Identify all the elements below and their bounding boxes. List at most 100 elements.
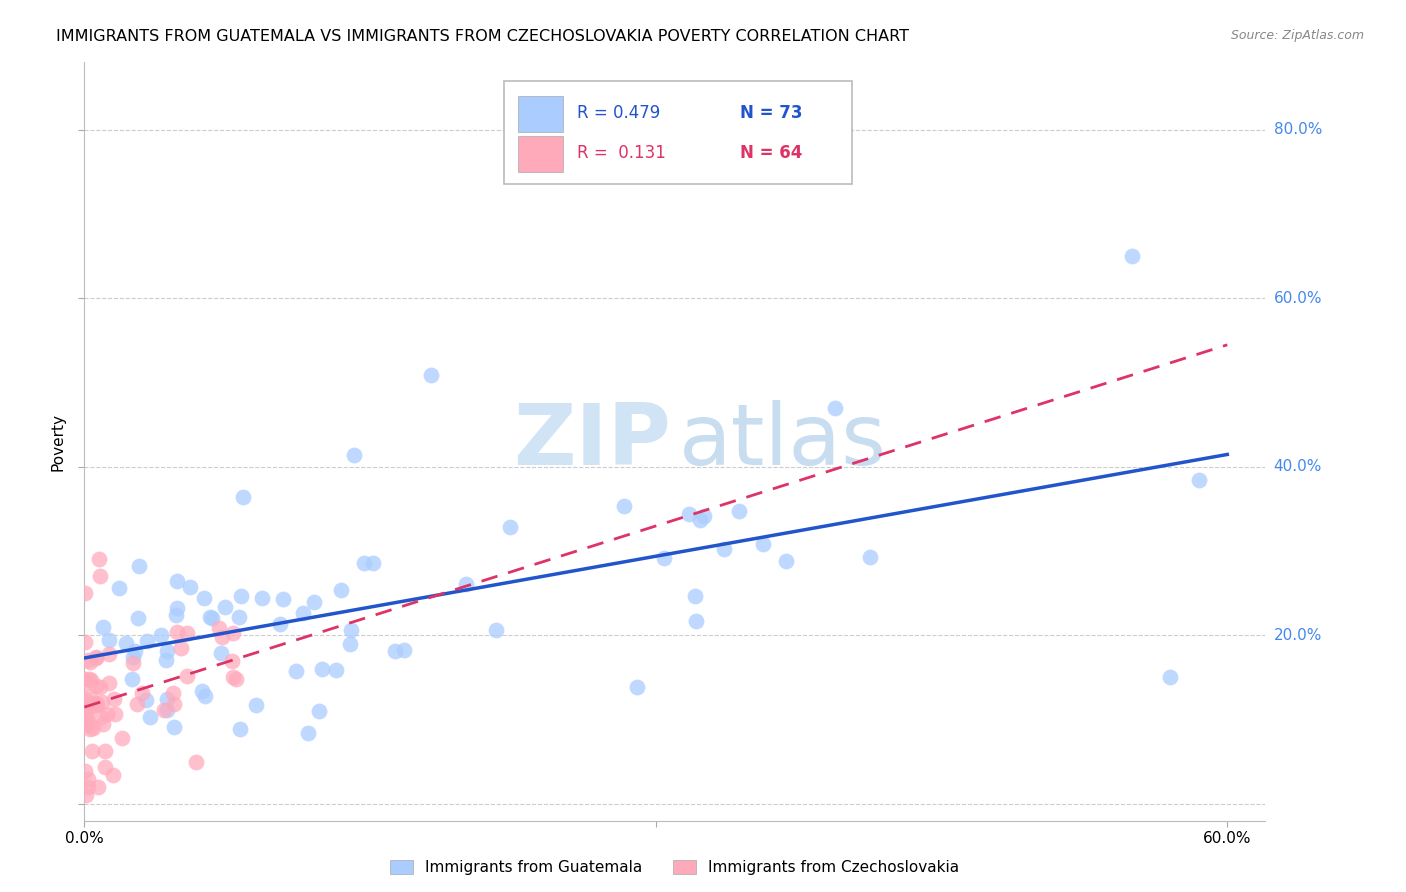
Point — [269, 617, 291, 632]
Point — [392, 643, 415, 657]
Point — [73, 692, 96, 706]
Point — [612, 499, 634, 513]
Point — [200, 609, 222, 624]
Point — [124, 644, 146, 658]
Point — [75, 675, 97, 690]
Point — [83, 698, 105, 712]
Point — [221, 654, 243, 668]
Point — [689, 513, 711, 527]
Point — [115, 636, 138, 650]
Point — [93, 760, 115, 774]
Point — [82, 721, 104, 735]
Point — [97, 633, 120, 648]
Point — [232, 491, 254, 505]
Point — [156, 644, 179, 658]
Point — [179, 580, 201, 594]
Point — [128, 558, 150, 573]
Point — [1159, 670, 1181, 684]
Point — [122, 649, 145, 664]
Point — [97, 676, 120, 690]
Point — [343, 448, 366, 462]
Point — [727, 503, 749, 517]
Point — [170, 640, 193, 655]
Text: R =  0.131: R = 0.131 — [576, 145, 665, 162]
Point — [166, 574, 188, 589]
Point — [149, 628, 172, 642]
Point — [456, 576, 478, 591]
Point — [75, 703, 97, 717]
Point — [79, 673, 101, 688]
Point — [222, 670, 245, 684]
Point — [138, 710, 160, 724]
Point — [86, 650, 108, 665]
Point — [384, 643, 406, 657]
Point — [231, 589, 253, 603]
Bar — [517, 136, 562, 172]
Point — [229, 723, 252, 737]
Point — [127, 611, 149, 625]
Point — [75, 789, 97, 803]
Point — [75, 672, 97, 686]
Point — [84, 679, 107, 693]
Point — [245, 698, 267, 712]
Point — [221, 626, 243, 640]
Point — [285, 664, 308, 678]
Text: ZIP: ZIP — [513, 400, 671, 483]
Point — [302, 595, 325, 609]
Point — [163, 698, 186, 712]
Point — [90, 709, 112, 723]
Point — [685, 615, 707, 629]
Point — [77, 653, 100, 667]
Bar — [517, 95, 562, 132]
Point — [209, 646, 232, 660]
Point — [82, 744, 104, 758]
Point — [122, 657, 145, 671]
Point — [75, 707, 97, 722]
Point — [420, 368, 443, 383]
Point — [165, 607, 187, 622]
Point — [89, 569, 111, 583]
Point — [485, 624, 508, 638]
Point — [166, 624, 188, 639]
Text: R = 0.479: R = 0.479 — [576, 104, 659, 122]
Point — [90, 694, 112, 708]
Point — [191, 684, 214, 698]
Y-axis label: Poverty: Poverty — [51, 412, 66, 471]
Point — [186, 756, 208, 770]
Text: atlas: atlas — [679, 400, 886, 483]
Point — [626, 680, 648, 694]
Point — [94, 744, 117, 758]
Point — [824, 401, 846, 415]
Point — [76, 780, 98, 794]
Point — [91, 716, 114, 731]
Point — [859, 550, 882, 565]
Point — [752, 537, 775, 551]
Point — [499, 520, 522, 534]
Point — [176, 625, 198, 640]
Point — [93, 620, 115, 634]
Point — [713, 542, 735, 557]
Point — [339, 637, 361, 651]
Point — [86, 698, 108, 712]
Point — [361, 556, 384, 570]
Point — [308, 704, 330, 718]
Point — [176, 668, 198, 682]
Point — [103, 692, 125, 706]
Point — [291, 606, 314, 620]
Point — [84, 696, 107, 710]
Point — [79, 700, 101, 714]
Text: 20.0%: 20.0% — [1274, 628, 1322, 643]
Point — [135, 693, 157, 707]
Point — [201, 611, 224, 625]
Point — [87, 552, 110, 566]
Text: N = 64: N = 64 — [740, 145, 803, 162]
Point — [162, 686, 184, 700]
Point — [73, 635, 96, 649]
Point — [225, 672, 247, 686]
Point — [121, 672, 143, 686]
Point — [155, 653, 177, 667]
Point — [98, 648, 121, 662]
Point — [108, 581, 131, 595]
Point — [311, 662, 333, 676]
Text: 40.0%: 40.0% — [1274, 459, 1322, 475]
